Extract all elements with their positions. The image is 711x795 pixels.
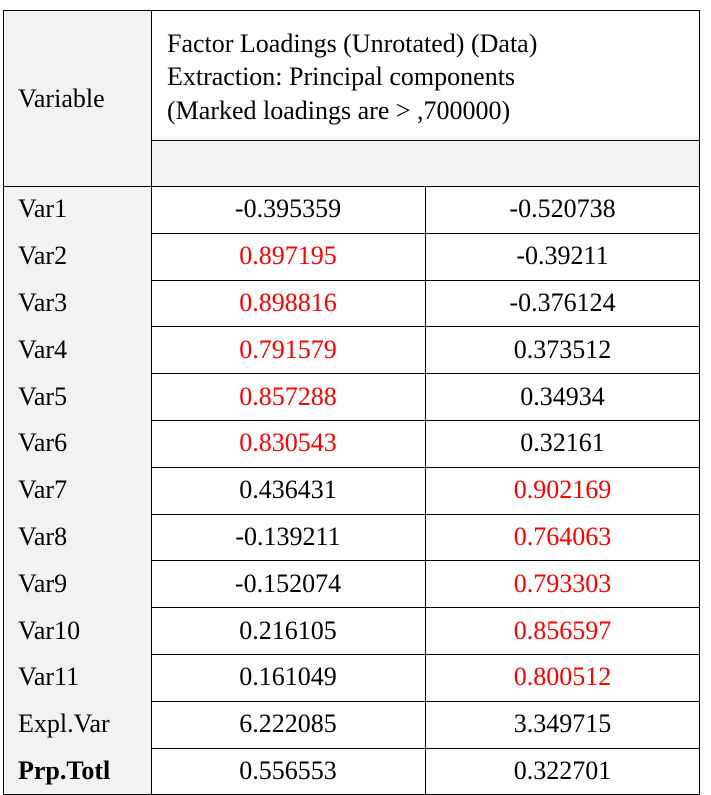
row-label: Var11	[3, 654, 151, 701]
table-row: Var1 -0.395359 -0.520738	[3, 186, 700, 234]
factor1-loading: 0.898816	[239, 287, 337, 317]
row-label: Var6	[3, 420, 151, 467]
factor1-loading: 0.556553	[239, 755, 337, 785]
factor2-loading: 0.902169	[513, 475, 612, 505]
factor2-loading: 0.764063	[513, 521, 612, 551]
table-row: Var2 0.897195 -0.39211	[3, 232, 700, 281]
factor2-loading: 0.32161	[520, 428, 605, 458]
row-label: Var10	[3, 607, 151, 654]
factor1-loading: 6.222085	[239, 709, 337, 739]
factor1-loading: 0.216105	[239, 615, 337, 645]
table-row: Var4 0.791579 0.373512	[3, 326, 700, 375]
factor1-loading: -0.139211	[235, 521, 341, 551]
factor2-loading: 0.34934	[520, 381, 605, 411]
row-label: Var4	[3, 326, 151, 374]
table-row: Expl.Var 6.222085 3.349715	[3, 700, 700, 749]
table-row: Var9 -0.152074 0.793303	[3, 560, 700, 609]
row-label: Var5	[3, 373, 151, 420]
factor2-loading: 0.322701	[513, 755, 612, 785]
table-row: Var5 0.857288 0.34934	[3, 373, 700, 421]
factor2-loading: 0.793303	[513, 568, 612, 598]
table-title-line-2: Extraction: Principal components	[167, 62, 516, 91]
factor2-loading: -0.39211	[516, 241, 609, 271]
row-label: Var3	[3, 279, 151, 327]
row-label: Expl.Var	[3, 700, 151, 748]
factor1-loading: 0.830543	[239, 428, 337, 458]
factor2-loading: -0.376124	[509, 287, 616, 317]
factor1-loading: 0.436431	[239, 475, 337, 505]
table-row: Var10 0.216105 0.856597	[3, 607, 700, 655]
table-row: Var6 0.830543 0.32161	[3, 420, 700, 468]
table-row: Prp.Totl 0.556553 0.322701	[3, 747, 700, 795]
corner-label: Variable	[18, 84, 105, 113]
table-title-line-3: (Marked loadings are > ,700000)	[167, 96, 511, 125]
factor2-loading: 3.349715	[513, 709, 612, 739]
table-row: Var7 0.436431 0.902169	[3, 466, 700, 515]
factor1-loading: 0.791579	[239, 334, 337, 364]
table-row: Var3 0.898816 -0.376124	[3, 279, 700, 328]
corner-header-bg	[3, 10, 151, 186]
table-row: Var8 -0.139211 0.764063	[3, 513, 700, 562]
factor2-loading: 0.856597	[513, 615, 612, 645]
row-label: Var8	[3, 513, 151, 561]
table-row: Var11 0.161049 0.800512	[3, 654, 700, 702]
subheader-band	[151, 140, 700, 186]
factor2-loading: 0.373512	[513, 334, 612, 364]
factor1-loading: -0.152074	[234, 568, 342, 598]
row-label: Var7	[3, 466, 151, 514]
factor1-loading: 0.857288	[239, 381, 337, 411]
factor1-loading: 0.897195	[239, 241, 337, 271]
row-label: Var2	[3, 232, 151, 280]
factor1-loading: 0.161049	[239, 662, 337, 692]
row-label: Var9	[3, 560, 151, 608]
table-title-line-1: Factor Loadings (Unrotated) (Data)	[167, 29, 538, 58]
factor2-loading: -0.520738	[509, 194, 616, 224]
factor2-loading: 0.800512	[513, 662, 612, 692]
row-label: Var1	[3, 186, 151, 233]
factor1-loading: -0.395359	[234, 194, 342, 224]
row-label: Prp.Totl	[3, 747, 151, 795]
